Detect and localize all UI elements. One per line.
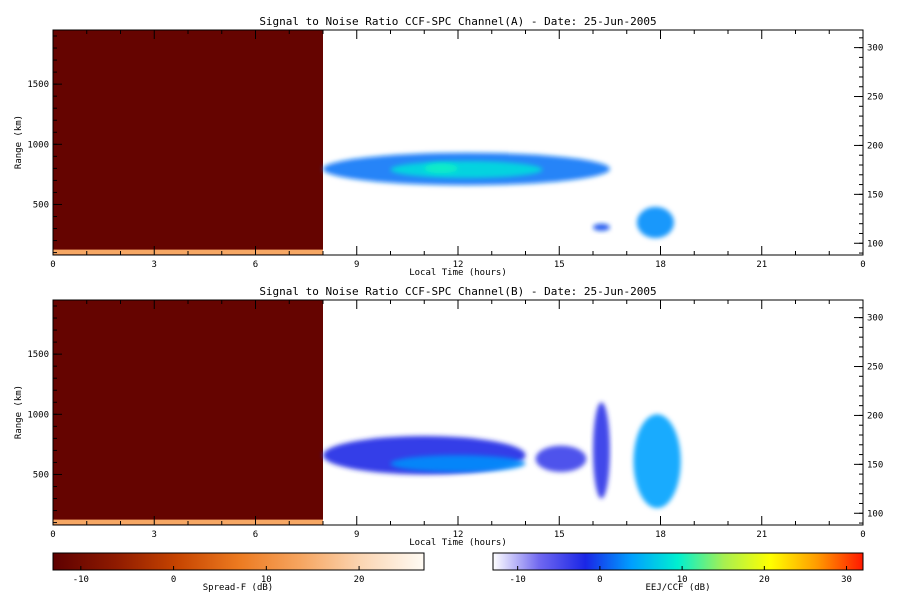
panel-b-right-y-tick-label: 300 — [867, 314, 883, 324]
panel-b-x-tick-label: 21 — [756, 530, 767, 540]
panel-a-ylabel: Range (km) — [14, 115, 24, 169]
panel-a-x-tick-label: 3 — [152, 260, 157, 270]
colorbar-eej-ccf-tick-label: 30 — [841, 575, 852, 585]
panel-a-y-tick-label: 500 — [33, 200, 49, 210]
panel-a-right-y-tick-label: 250 — [867, 93, 883, 103]
panel-b-region-spread-f — [53, 300, 323, 525]
panel-a-x-tick-label: 21 — [756, 260, 767, 270]
panel-a-xlabel: Local Time (hours) — [409, 268, 507, 278]
colorbar-eej-ccf-ticks: -10 0 10 20 30 — [510, 566, 852, 585]
panel-b-data — [53, 300, 681, 525]
panel-a-title: Signal to Noise Ratio CCF-SPC Channel(A)… — [259, 15, 656, 28]
panel-a-region-eej-ccf — [636, 206, 674, 239]
panel-b-region-eej-ccf — [633, 414, 681, 509]
colorbar-spread-f-tick-label: -10 — [73, 575, 89, 585]
panel-a-y-tick-label: 1000 — [27, 140, 49, 150]
panel-a-x-tick-label: 0 — [860, 260, 865, 270]
panel-b-ylabel: Range (km) — [14, 385, 24, 439]
colorbar-spread-f-label: Spread-F (dB) — [203, 583, 273, 593]
panel-a-x-tick-label: 0 — [50, 260, 55, 270]
colorbar-spread-f: -10 0 10 20 Spread-F (dB) — [52, 552, 425, 593]
panel-a-right-y-tick-label: 150 — [867, 190, 883, 200]
panel-b-y-tick-label: 500 — [33, 470, 49, 480]
panel-b-x-tick-label: 15 — [554, 530, 565, 540]
colorbar-spread-f-tick-label: 20 — [354, 575, 365, 585]
panel-b-y-tick-label: 1000 — [27, 410, 49, 420]
colorbar-spread-f-tick-label: 10 — [261, 575, 272, 585]
panel-a-right-y-tick-label: 300 — [867, 44, 883, 54]
panel-b-x-tick-label: 0 — [860, 530, 865, 540]
panel-b-right-y-tick-label: 150 — [867, 460, 883, 470]
panel-b-axes: 0 3 6 9 12 15 18 21 0 500 1000 1500 100 150 200 250 300 — [27, 300, 883, 540]
panel-a-x-tick-label: 18 — [655, 260, 666, 270]
panel-b-region-eej-ccf — [390, 455, 526, 473]
panel-b-region-eej-ccf — [535, 445, 587, 473]
panel-a-right-y-tick-label: 200 — [867, 141, 883, 151]
panel-b-right-y-tick-label: 100 — [867, 509, 883, 519]
panel-b-x-tick-label: 0 — [50, 530, 55, 540]
colorbar-eej-ccf-tick-label: 20 — [759, 575, 770, 585]
panel-b-title: Signal to Noise Ratio CCF-SPC Channel(B)… — [259, 285, 656, 298]
panel-a-region-spread-f — [53, 30, 323, 255]
panel-a-axes: 0 3 6 9 12 15 18 21 0 500 1000 1500 100 150 200 250 300 — [27, 30, 883, 270]
panel-a-region-eej-ccf — [593, 223, 610, 231]
panel-a-x-tick-label: 15 — [554, 260, 565, 270]
colorbar-spread-f-ticks: -10 0 10 20 — [73, 566, 365, 585]
colorbar-eej-ccf: -10 0 10 20 30 EEJ/CCF (dB) — [492, 552, 864, 593]
panel-b-region-eej-ccf — [593, 402, 610, 499]
panel-b-xlabel: Local Time (hours) — [409, 538, 507, 548]
panel-b: Signal to Noise Ratio CCF-SPC Channel(B)… — [14, 285, 883, 548]
colorbar-eej-ccf-tick-label: 10 — [677, 575, 688, 585]
colorbar-eej-ccf-bar — [492, 552, 864, 571]
panel-a: Signal to Noise Ratio CCF-SPC Channel(A)… — [14, 15, 883, 278]
panel-a-right-y-tick-label: 100 — [867, 239, 883, 249]
panel-b-right-y-tick-label: 200 — [867, 411, 883, 421]
panel-b-x-tick-label: 3 — [152, 530, 157, 540]
colorbar-spread-f-tick-label: 0 — [171, 575, 176, 585]
colorbar-eej-ccf-tick-label: -10 — [510, 575, 526, 585]
panel-a-region-eej-ccf — [390, 161, 543, 178]
panel-a-region-eej-ccf — [424, 163, 458, 174]
panel-b-y-tick-label: 1500 — [27, 350, 49, 360]
panel-a-data — [53, 30, 674, 255]
panel-b-x-tick-label: 18 — [655, 530, 666, 540]
panel-a-x-tick-label: 6 — [253, 260, 258, 270]
colorbar-eej-ccf-label: EEJ/CCF (dB) — [645, 583, 710, 593]
panel-a-x-tick-label: 12 — [453, 260, 464, 270]
panel-a-x-tick-label: 9 — [354, 260, 359, 270]
panel-b-x-tick-label: 6 — [253, 530, 258, 540]
colorbar-eej-ccf-tick-label: 0 — [597, 575, 602, 585]
panel-b-x-tick-label: 9 — [354, 530, 359, 540]
panel-b-right-y-tick-label: 250 — [867, 363, 883, 373]
panel-a-y-tick-label: 1500 — [27, 80, 49, 90]
panel-b-x-tick-label: 12 — [453, 530, 464, 540]
colorbar-spread-f-bar — [52, 552, 425, 571]
